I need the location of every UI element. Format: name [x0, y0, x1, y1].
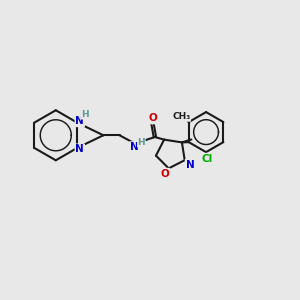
Text: N: N [186, 160, 194, 170]
Text: Cl: Cl [201, 154, 212, 164]
Text: N: N [75, 116, 84, 126]
Text: H: H [137, 138, 145, 147]
Text: H: H [81, 110, 88, 119]
Text: N: N [75, 144, 84, 154]
Text: CH₃: CH₃ [172, 112, 190, 121]
Text: O: O [161, 169, 170, 179]
Text: N: N [130, 142, 139, 152]
Text: O: O [148, 113, 157, 124]
